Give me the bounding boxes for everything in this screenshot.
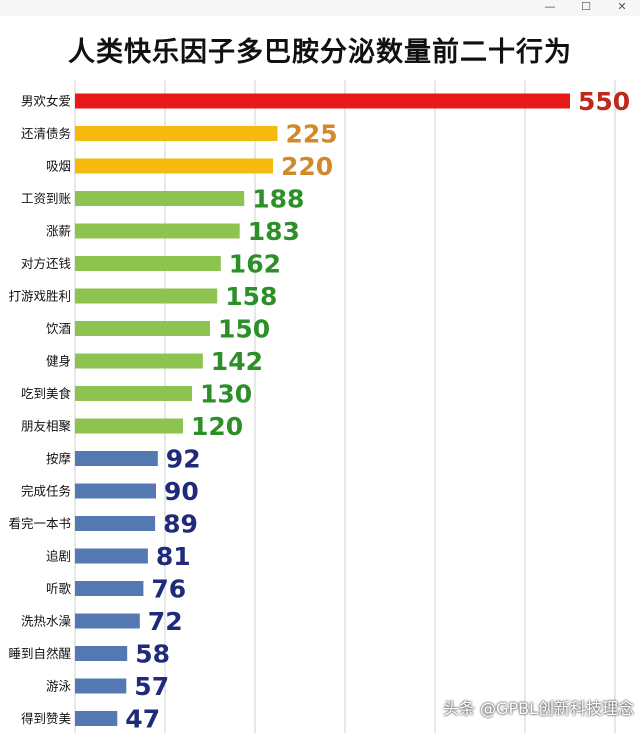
bar (75, 678, 127, 694)
data-label: 158 (225, 282, 277, 311)
category-label: 还清债务 (21, 126, 71, 141)
category-label: 游泳 (46, 679, 72, 694)
bar (75, 711, 118, 726)
category-label: 吃到美食 (21, 386, 72, 401)
bar (75, 418, 183, 434)
data-label: 225 (286, 120, 338, 149)
minimize-icon[interactable]: — (544, 0, 556, 13)
bar (75, 321, 210, 336)
bar (75, 93, 570, 109)
data-label: 57 (134, 672, 169, 701)
category-label: 完成任务 (21, 484, 71, 499)
bar (75, 191, 245, 206)
data-label: 142 (211, 347, 263, 376)
data-label: 92 (166, 445, 201, 474)
category-label: 饮酒 (46, 321, 71, 336)
category-label: 按摩 (46, 451, 72, 466)
category-label: 朋友相聚 (21, 419, 72, 434)
bar (75, 288, 218, 304)
data-label: 130 (200, 380, 252, 409)
category-label: 打游戏胜利 (8, 289, 71, 304)
maximize-icon[interactable]: ☐ (581, 0, 591, 13)
data-label: 58 (135, 640, 170, 669)
data-label: 150 (218, 315, 270, 344)
category-label: 工资到账 (21, 191, 72, 206)
category-label: 听歌 (46, 581, 72, 596)
bar (75, 158, 273, 174)
bar (75, 613, 140, 629)
bar (75, 386, 192, 401)
bar (75, 581, 144, 596)
data-label: 188 (252, 185, 304, 214)
category-label: 涨薪 (46, 224, 71, 239)
category-label: 吸烟 (46, 159, 71, 174)
category-label: 男欢女爱 (21, 94, 71, 109)
data-label: 47 (125, 705, 160, 733)
data-label: 89 (163, 510, 198, 539)
data-label: 72 (148, 607, 183, 636)
bar (75, 516, 156, 531)
category-label: 对方还钱 (21, 256, 71, 271)
bar (75, 451, 158, 466)
bar (75, 483, 156, 499)
data-label: 162 (229, 250, 281, 279)
bar (75, 548, 148, 564)
category-label: 得到赞美 (21, 711, 71, 726)
chart-title: 人类快乐因子多巴胺分泌数量前二十行为 (68, 37, 572, 68)
bar (75, 126, 278, 141)
data-label: 550 (578, 87, 630, 116)
data-label: 220 (281, 152, 333, 181)
data-label: 81 (156, 542, 191, 571)
category-label: 洗热水澡 (21, 614, 72, 629)
data-label: 183 (248, 217, 300, 246)
category-label: 看完一本书 (8, 516, 71, 531)
close-icon[interactable]: ✕ (617, 0, 627, 13)
category-label: 健身 (46, 354, 71, 369)
bar (75, 646, 128, 661)
bar (75, 223, 240, 239)
bar (75, 256, 221, 271)
category-label: 睡到自然醒 (8, 646, 71, 661)
data-label: 90 (164, 477, 199, 506)
category-label: 追剧 (46, 549, 71, 564)
bar (75, 353, 203, 369)
data-label: 120 (191, 412, 243, 441)
data-label: 76 (151, 575, 186, 604)
window-titlebar: — ☐ ✕ (0, 0, 640, 16)
watermark: 头条 @GPBL创新科技理念 (442, 699, 634, 718)
